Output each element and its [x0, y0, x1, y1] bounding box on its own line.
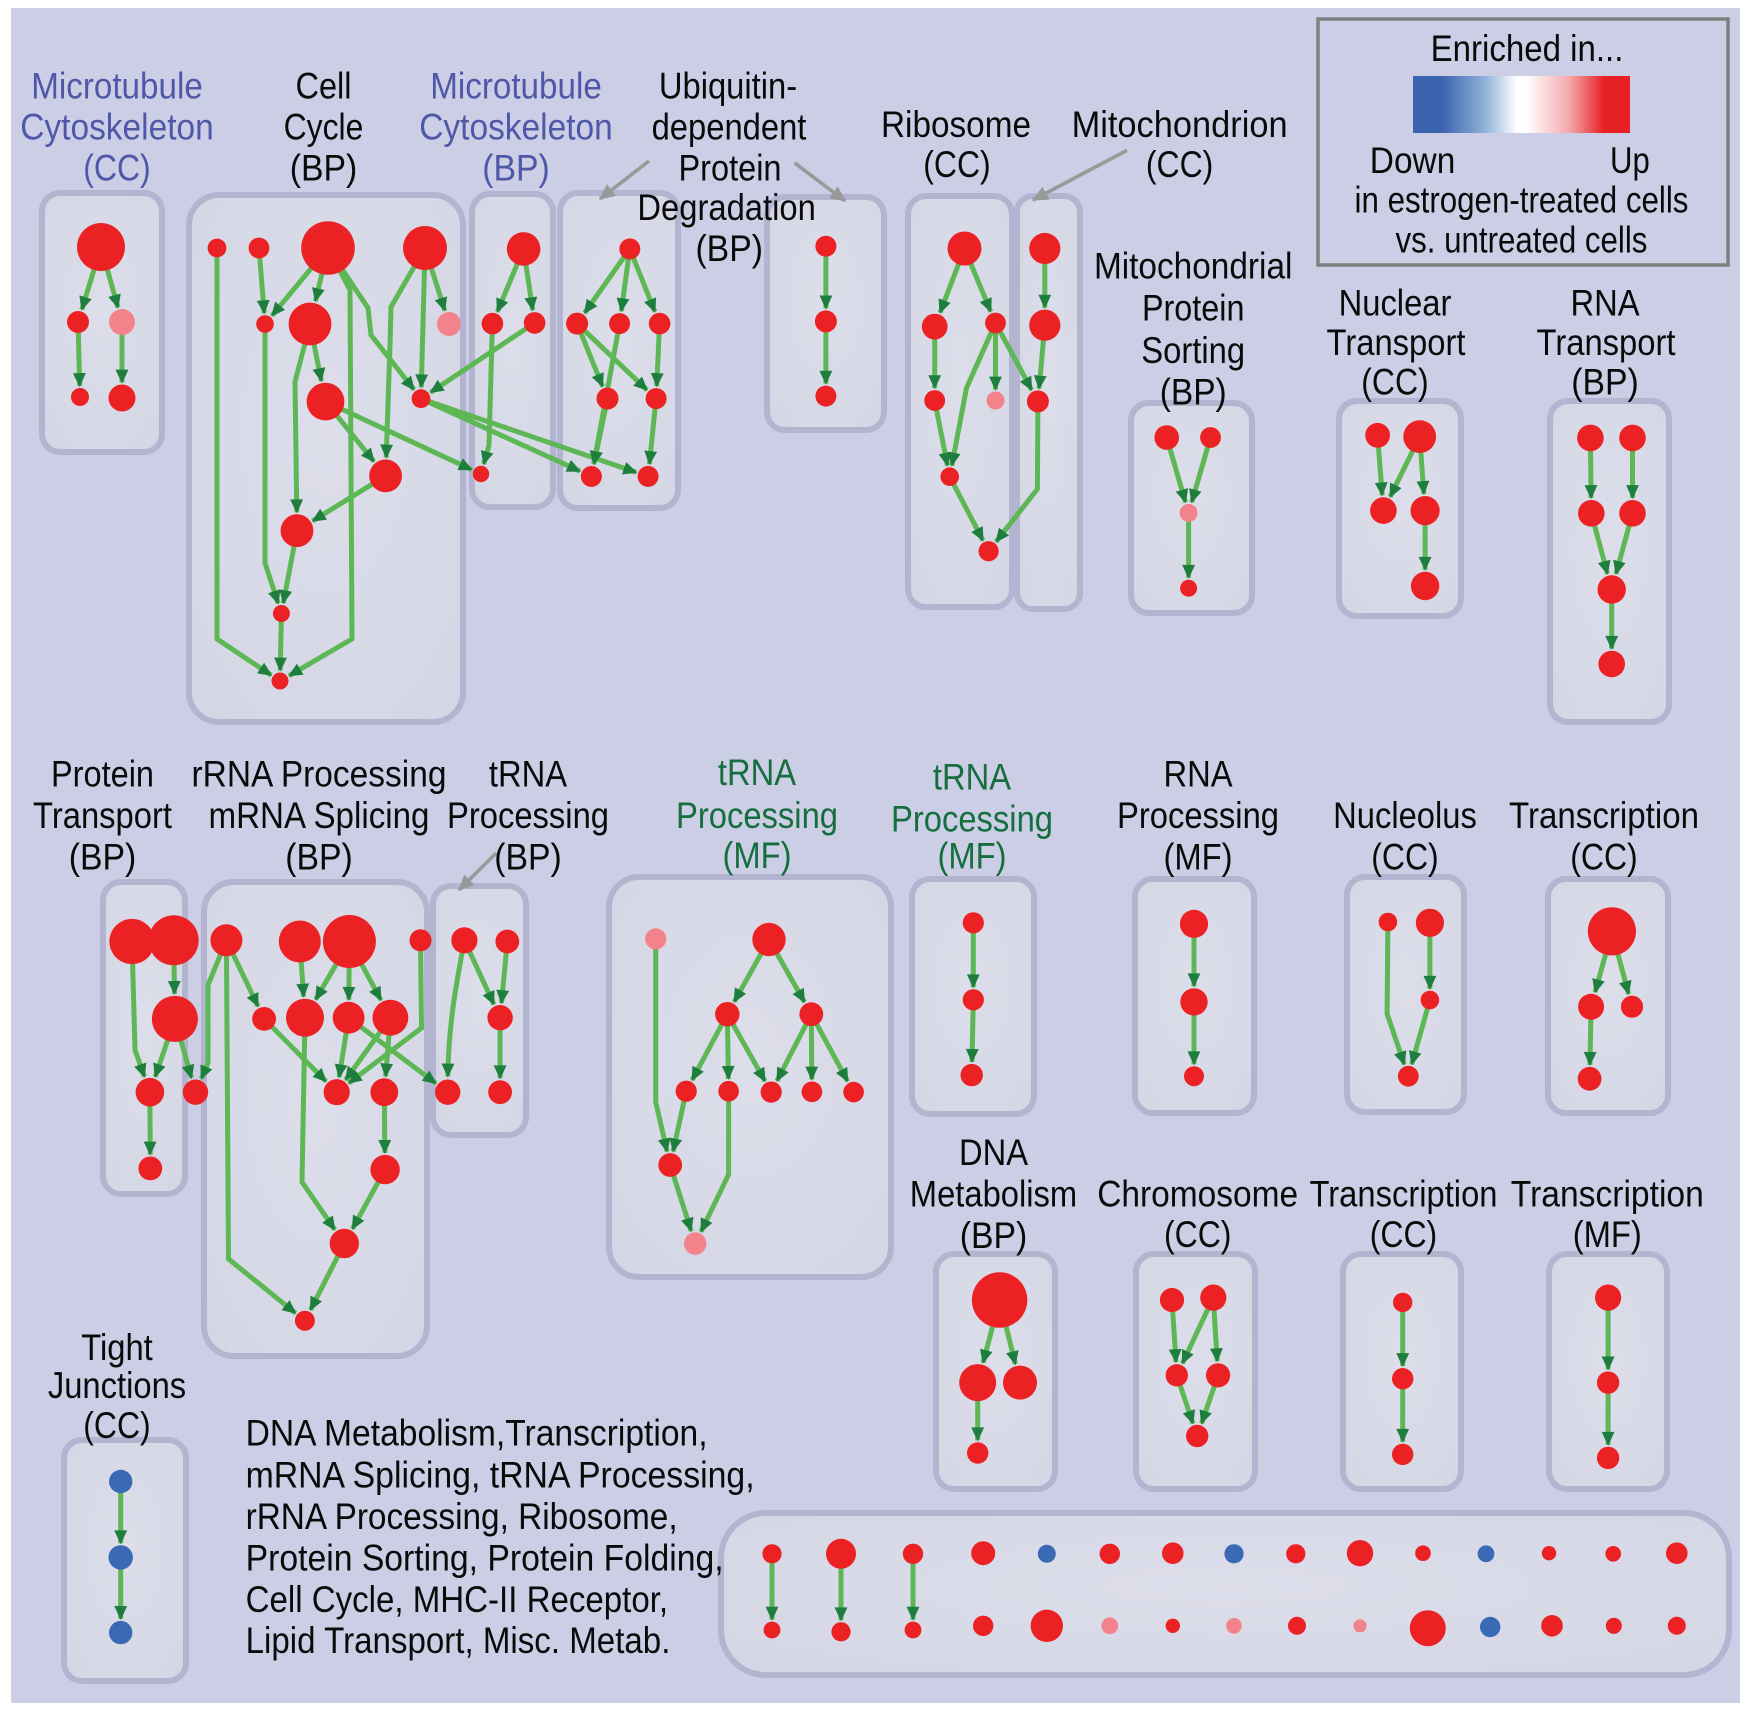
svg-text:tRNA: tRNA — [489, 754, 567, 795]
svg-text:(CC): (CC) — [1146, 144, 1213, 185]
svg-text:(CC): (CC) — [1570, 837, 1637, 878]
svg-text:Processing: Processing — [891, 798, 1053, 839]
svg-text:tRNA: tRNA — [718, 752, 796, 793]
svg-text:(CC): (CC) — [1164, 1214, 1231, 1255]
svg-text:Sorting: Sorting — [1141, 330, 1245, 371]
svg-text:Lipid Transport, Misc. Metab.: Lipid Transport, Misc. Metab. — [246, 1620, 671, 1661]
svg-text:Protein Sorting, Protein Foldi: Protein Sorting, Protein Folding, — [246, 1538, 724, 1579]
svg-text:Transcription: Transcription — [1509, 795, 1699, 836]
svg-text:Cytoskeleton: Cytoskeleton — [419, 107, 613, 148]
svg-text:(BP): (BP) — [1571, 362, 1639, 403]
svg-text:Nuclear: Nuclear — [1339, 283, 1452, 324]
svg-text:(MF): (MF) — [722, 835, 791, 876]
svg-text:(MF): (MF) — [1573, 1214, 1642, 1255]
svg-text:Metabolism: Metabolism — [910, 1174, 1077, 1215]
svg-text:(CC): (CC) — [83, 148, 150, 189]
svg-text:(BP): (BP) — [482, 148, 550, 189]
svg-text:Protein: Protein — [51, 754, 154, 795]
svg-text:Microtubule: Microtubule — [430, 65, 602, 106]
svg-text:(BP): (BP) — [1160, 372, 1227, 413]
svg-text:Microtubule: Microtubule — [31, 65, 203, 106]
svg-text:(CC): (CC) — [923, 144, 990, 185]
svg-text:Ribosome: Ribosome — [881, 104, 1031, 145]
svg-text:Processing: Processing — [676, 795, 838, 836]
svg-text:(CC): (CC) — [1371, 837, 1438, 878]
svg-text:(BP): (BP) — [494, 837, 562, 878]
svg-text:rRNA Processing: rRNA Processing — [192, 754, 447, 795]
svg-text:Ubiquitin-: Ubiquitin- — [659, 65, 797, 106]
svg-text:DNA: DNA — [959, 1132, 1028, 1173]
svg-text:mRNA Splicing: mRNA Splicing — [209, 795, 430, 836]
svg-text:Mitochondrial: Mitochondrial — [1094, 245, 1293, 286]
svg-text:Degradation: Degradation — [637, 187, 815, 228]
svg-text:tRNA: tRNA — [933, 757, 1011, 798]
svg-text:DNA Metabolism,Transcription,: DNA Metabolism,Transcription, — [246, 1413, 708, 1454]
svg-text:Nucleolus: Nucleolus — [1333, 795, 1477, 836]
svg-text:Transport: Transport — [33, 795, 173, 836]
svg-text:RNA: RNA — [1163, 754, 1232, 795]
svg-text:Transport: Transport — [1327, 322, 1467, 363]
svg-text:(BP): (BP) — [695, 228, 763, 269]
svg-text:Junctions: Junctions — [48, 1365, 186, 1406]
svg-text:rRNA Processing, Ribosome,: rRNA Processing, Ribosome, — [246, 1496, 678, 1537]
svg-text:RNA: RNA — [1570, 283, 1639, 324]
svg-text:Cell Cycle, MHC-II Receptor,: Cell Cycle, MHC-II Receptor, — [246, 1579, 668, 1620]
svg-text:(CC): (CC) — [1370, 1214, 1437, 1255]
svg-text:(BP): (BP) — [290, 148, 358, 189]
svg-text:(BP): (BP) — [285, 837, 353, 878]
svg-text:Protein: Protein — [1142, 287, 1245, 328]
svg-text:Chromosome: Chromosome — [1097, 1173, 1298, 1214]
svg-text:Transport: Transport — [1537, 322, 1677, 363]
svg-text:Protein: Protein — [679, 148, 782, 189]
svg-text:Transcription: Transcription — [1511, 1173, 1704, 1214]
svg-text:Transcription: Transcription — [1310, 1173, 1498, 1214]
svg-text:Up: Up — [1610, 140, 1650, 181]
svg-text:Tight: Tight — [81, 1327, 153, 1368]
svg-text:Cycle: Cycle — [284, 107, 364, 148]
svg-text:Processing: Processing — [1117, 795, 1279, 836]
svg-text:mRNA Splicing, tRNA Processing: mRNA Splicing, tRNA Processing, — [246, 1454, 755, 1495]
svg-text:Mitochondrion: Mitochondrion — [1072, 104, 1288, 145]
svg-text:(BP): (BP) — [960, 1215, 1028, 1256]
svg-text:vs. untreated cells: vs. untreated cells — [1396, 220, 1648, 261]
svg-text:Cell: Cell — [296, 65, 352, 106]
svg-text:in estrogen-treated cells: in estrogen-treated cells — [1355, 180, 1689, 221]
svg-text:Processing: Processing — [447, 795, 609, 836]
svg-text:(BP): (BP) — [69, 837, 137, 878]
svg-text:(MF): (MF) — [1163, 837, 1232, 878]
svg-text:Cytoskeleton: Cytoskeleton — [20, 107, 214, 148]
svg-text:(CC): (CC) — [1361, 362, 1428, 403]
svg-text:Down: Down — [1370, 140, 1456, 181]
svg-text:Enriched in...: Enriched in... — [1431, 28, 1624, 69]
svg-text:(MF): (MF) — [937, 835, 1006, 876]
svg-text:(CC): (CC) — [83, 1405, 150, 1446]
svg-text:dependent: dependent — [652, 107, 807, 148]
